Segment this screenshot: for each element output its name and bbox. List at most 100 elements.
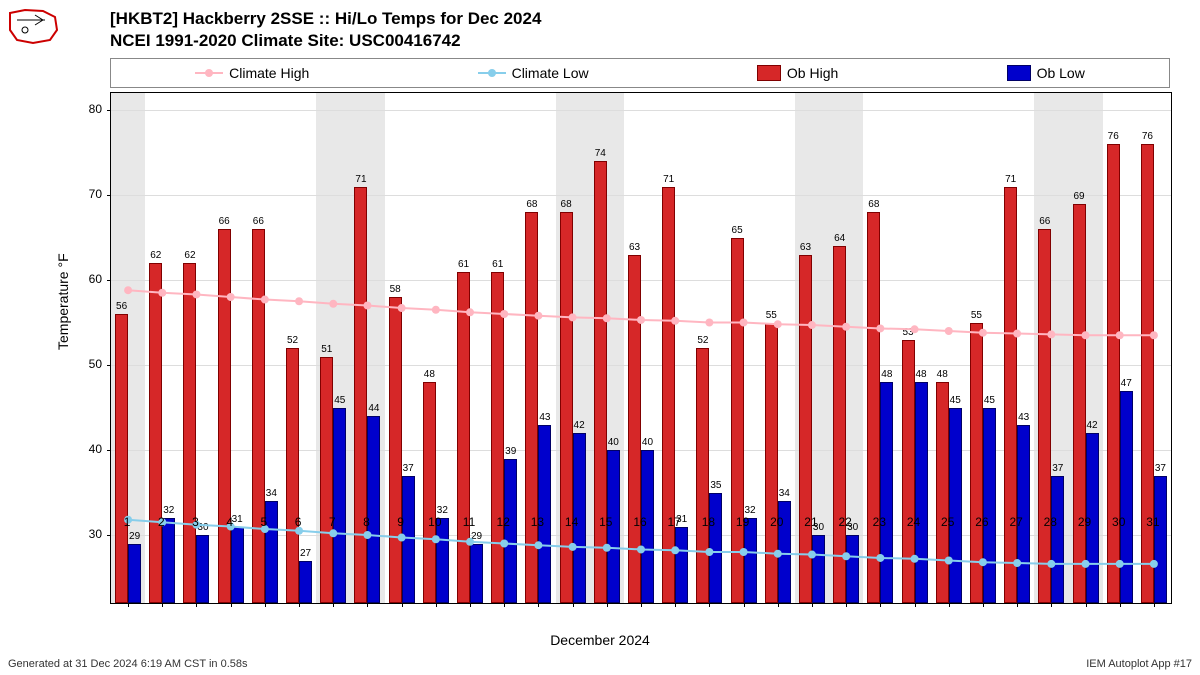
ob-low-bar — [196, 535, 209, 603]
ob-high-label: 69 — [1073, 191, 1084, 202]
ob-high-bar — [696, 348, 709, 603]
ob-low-bar — [949, 408, 962, 604]
ob-low-bar — [231, 527, 244, 604]
x-tick-label: 5 — [261, 515, 268, 529]
footer-timestamp: Generated at 31 Dec 2024 6:19 AM CST in … — [8, 658, 248, 670]
y-tick-label: 60 — [72, 272, 102, 286]
ob-low-label: 42 — [574, 420, 585, 431]
ob-high-bar — [833, 246, 846, 603]
ob-low-label: 43 — [539, 412, 550, 423]
x-tick-label: 25 — [941, 515, 954, 529]
ob-high-label: 68 — [868, 199, 879, 210]
y-axis-label: Temperature °F — [55, 253, 71, 350]
x-tick-label: 29 — [1078, 515, 1091, 529]
ob-high-bar — [354, 187, 367, 604]
ob-high-bar — [286, 348, 299, 603]
ob-high-label: 61 — [458, 259, 469, 270]
ob-low-label: 42 — [1086, 420, 1097, 431]
ob-low-bar — [367, 416, 380, 603]
ob-low-bar — [812, 535, 825, 603]
chart-title: [HKBT2] Hackberry 2SSE :: Hi/Lo Temps fo… — [110, 8, 541, 52]
legend-climate-high: Climate High — [195, 65, 309, 81]
ob-low-bar — [504, 459, 517, 604]
x-tick-label: 23 — [873, 515, 886, 529]
title-line-2: NCEI 1991-2020 Climate Site: USC00416742 — [110, 30, 541, 52]
x-tick-label: 24 — [907, 515, 920, 529]
ob-low-label: 43 — [1018, 412, 1029, 423]
ob-high-label: 56 — [116, 301, 127, 312]
x-tick-label: 13 — [531, 515, 544, 529]
ob-low-label: 34 — [266, 488, 277, 499]
x-tick-label: 6 — [295, 515, 302, 529]
ob-high-bar — [183, 263, 196, 603]
y-tick-label: 80 — [72, 102, 102, 116]
ob-high-bar — [252, 229, 265, 603]
ob-low-bar — [880, 382, 893, 603]
ob-high-bar — [594, 161, 607, 603]
x-tick-label: 28 — [1044, 515, 1057, 529]
ob-low-bar — [470, 544, 483, 604]
ob-high-label: 76 — [1142, 131, 1153, 142]
ob-high-label: 68 — [561, 199, 572, 210]
ob-high-bar — [525, 212, 538, 603]
ob-low-bar — [675, 527, 688, 604]
legend-label: Ob Low — [1037, 65, 1085, 81]
ob-high-label: 76 — [1108, 131, 1119, 142]
ob-low-bar — [744, 518, 757, 603]
ob-low-label: 35 — [710, 480, 721, 491]
ob-low-bar — [709, 493, 722, 604]
ob-high-bar — [491, 272, 504, 604]
ob-high-label: 63 — [800, 242, 811, 253]
ob-low-bar — [333, 408, 346, 604]
legend-climate-low: Climate Low — [478, 65, 589, 81]
ob-high-bar — [115, 314, 128, 603]
legend-label: Ob High — [787, 65, 838, 81]
y-tick-label: 30 — [72, 527, 102, 541]
ob-high-label: 68 — [526, 199, 537, 210]
ob-low-label: 37 — [1155, 463, 1166, 474]
ob-low-bar — [915, 382, 928, 603]
ob-high-bar — [1004, 187, 1017, 604]
ob-high-bar — [799, 255, 812, 604]
ob-high-label: 48 — [937, 369, 948, 380]
x-tick-label: 7 — [329, 515, 336, 529]
ob-low-label: 48 — [881, 369, 892, 380]
x-tick-label: 3 — [192, 515, 199, 529]
x-tick-label: 26 — [975, 515, 988, 529]
ob-low-bar — [402, 476, 415, 604]
x-tick-label: 19 — [736, 515, 749, 529]
ob-low-bar — [436, 518, 449, 603]
ob-low-label: 37 — [403, 463, 414, 474]
ob-high-bar — [560, 212, 573, 603]
ob-low-label: 34 — [779, 488, 790, 499]
ob-high-bar — [936, 382, 949, 603]
y-tick-label: 70 — [72, 187, 102, 201]
ob-high-label: 63 — [629, 242, 640, 253]
ob-high-bar — [765, 323, 778, 604]
ob-high-label: 51 — [321, 344, 332, 355]
x-tick-label: 31 — [1146, 515, 1159, 529]
ob-low-label: 47 — [1121, 378, 1132, 389]
ob-high-label: 64 — [834, 233, 845, 244]
legend-label: Climate Low — [512, 65, 589, 81]
y-tick-label: 40 — [72, 442, 102, 456]
x-tick-label: 17 — [668, 515, 681, 529]
ob-high-bar — [457, 272, 470, 604]
ob-high-bar — [1141, 144, 1154, 603]
x-tick-label: 21 — [804, 515, 817, 529]
legend: Climate High Climate Low Ob High Ob Low — [110, 58, 1170, 88]
ob-low-label: 27 — [300, 548, 311, 559]
ob-low-bar — [128, 544, 141, 604]
ob-high-label: 61 — [492, 259, 503, 270]
ob-high-label: 71 — [663, 174, 674, 185]
ob-low-bar — [983, 408, 996, 604]
ob-high-label: 62 — [150, 250, 161, 261]
x-tick-label: 22 — [838, 515, 851, 529]
x-tick-label: 16 — [633, 515, 646, 529]
ob-low-label: 40 — [642, 437, 653, 448]
ob-high-label: 62 — [184, 250, 195, 261]
x-tick-label: 1 — [124, 515, 131, 529]
ob-low-bar — [1051, 476, 1064, 604]
ob-high-label: 53 — [902, 327, 913, 338]
ob-low-label: 29 — [129, 531, 140, 542]
